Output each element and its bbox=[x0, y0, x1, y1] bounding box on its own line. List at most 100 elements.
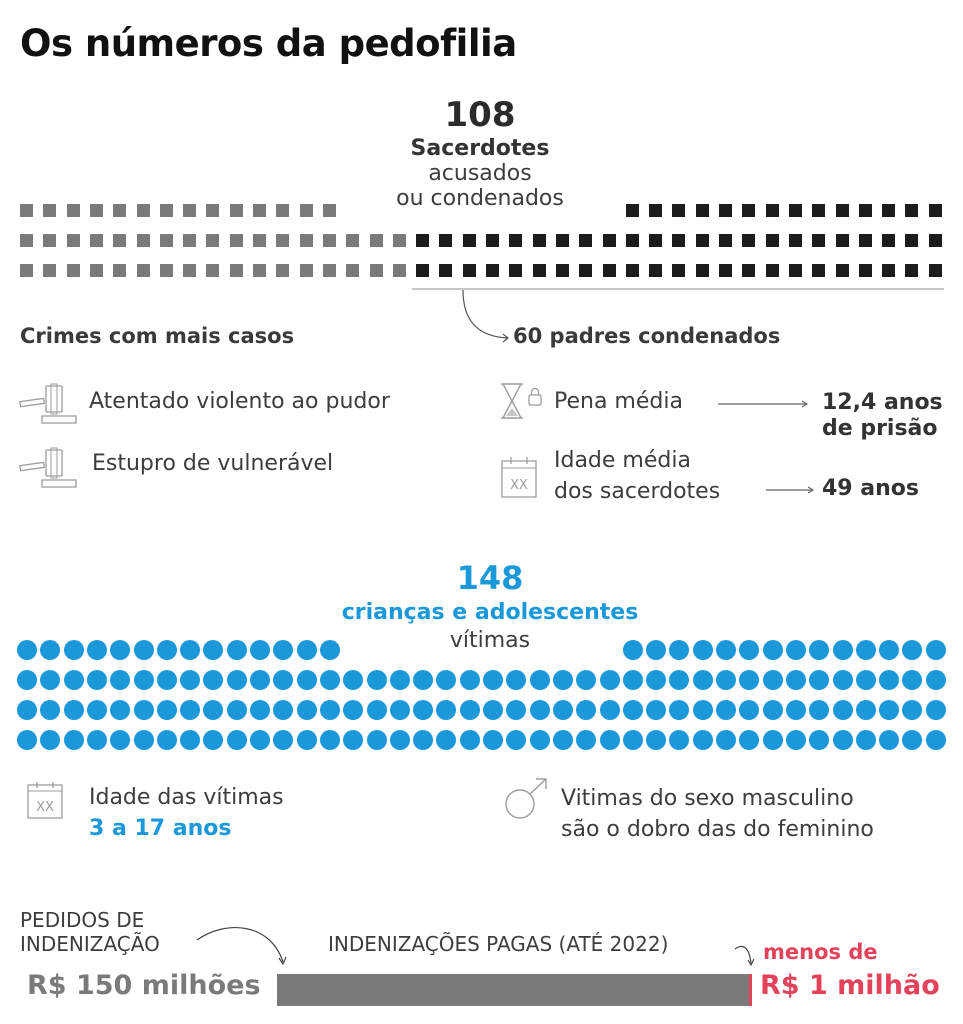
condemned-priest-square bbox=[695, 264, 709, 277]
victim-dot bbox=[855, 640, 876, 660]
page-title: Os números da pedofilia bbox=[20, 22, 517, 65]
condemned-priest-square bbox=[602, 234, 616, 247]
condemned-priest-square bbox=[509, 264, 523, 277]
hourglass-lock-icon bbox=[501, 383, 542, 419]
calendar-xx-icon: XX bbox=[501, 457, 537, 498]
accused-priest-square bbox=[322, 204, 336, 217]
victim-dot bbox=[879, 670, 900, 690]
victims-label: crianças e adolescentes bbox=[341, 600, 639, 625]
victim-dot bbox=[483, 670, 503, 690]
condemned-priest-square bbox=[486, 264, 499, 277]
paid-bar-marker bbox=[749, 974, 752, 1006]
condemned-priest-square bbox=[416, 264, 430, 277]
condemned-priest-square bbox=[719, 204, 732, 217]
accused-priest-square bbox=[206, 264, 220, 277]
victim-dot bbox=[483, 700, 503, 720]
requested-label-line2: INDENIZAÇÃO bbox=[20, 932, 160, 956]
victim-dot bbox=[203, 670, 224, 690]
condemned-priest-square bbox=[672, 204, 686, 217]
victim-dot bbox=[389, 670, 410, 690]
avg-sentence-value-line2: de prisão bbox=[822, 416, 938, 442]
priests-label: Sacerdotes bbox=[410, 136, 550, 161]
condemned-priest-square bbox=[695, 204, 709, 217]
condemned-bracket-line bbox=[412, 288, 944, 290]
victim-dot bbox=[86, 730, 107, 750]
accused-priest-square bbox=[183, 234, 197, 247]
condemned-priest-square bbox=[416, 234, 430, 247]
condemned-priest-square bbox=[462, 264, 476, 277]
accused-priest-square bbox=[136, 204, 150, 217]
requested-label-line1: PEDIDOS DE bbox=[20, 908, 145, 932]
victim-dot bbox=[180, 640, 201, 660]
victim-dot bbox=[180, 730, 201, 750]
accused-priest-square bbox=[229, 204, 243, 217]
victim-dot bbox=[459, 730, 480, 750]
accused-priest-square bbox=[369, 264, 383, 277]
victim-dot bbox=[552, 700, 573, 720]
paid-bar bbox=[277, 974, 749, 1006]
avg-age-label-line2: dos sacerdotes bbox=[554, 478, 721, 504]
gavel-icon bbox=[19, 383, 77, 424]
victim-dot bbox=[203, 730, 224, 750]
condemned-priest-square bbox=[765, 264, 779, 277]
victims-label-line2: vítimas bbox=[449, 628, 531, 653]
accused-priest-square bbox=[159, 264, 173, 277]
accused-priest-square bbox=[159, 204, 173, 217]
victim-dot bbox=[17, 670, 37, 690]
victims-header: 148 crianças e adolescentes vítimas bbox=[300, 562, 680, 653]
condemned-priest-square bbox=[928, 264, 942, 277]
victim-dot bbox=[40, 700, 61, 720]
victim-dot bbox=[436, 700, 457, 720]
condemned-priest-square bbox=[462, 234, 476, 247]
accused-priest-square bbox=[322, 264, 336, 277]
avg-sentence-value-line1: 12,4 anos bbox=[822, 390, 943, 415]
victim-dot bbox=[832, 670, 853, 690]
victim-dot bbox=[879, 730, 900, 750]
victim-dot bbox=[40, 640, 61, 660]
accused-priest-square bbox=[253, 204, 266, 217]
male-symbol-icon bbox=[505, 778, 547, 819]
victim-dot bbox=[436, 730, 457, 750]
victim-dot bbox=[622, 640, 643, 660]
condemned-priest-square bbox=[579, 234, 593, 247]
victim-dot bbox=[902, 670, 923, 690]
condemned-priest-square bbox=[928, 204, 942, 217]
victim-dot bbox=[203, 640, 224, 660]
accused-priest-square bbox=[229, 264, 243, 277]
victim-dot bbox=[809, 730, 830, 750]
priests-label-line2: acusados bbox=[428, 161, 532, 186]
victim-dot bbox=[855, 730, 876, 750]
victim-dot bbox=[133, 700, 154, 720]
victim-dot bbox=[226, 700, 247, 720]
victim-dot bbox=[506, 700, 527, 720]
priests-total: 108 bbox=[444, 95, 516, 135]
victim-dot bbox=[925, 730, 946, 750]
victim-dot bbox=[389, 730, 410, 750]
victim-dot bbox=[902, 730, 923, 750]
victim-dot bbox=[855, 670, 876, 690]
victim-age-label: Idade das vítimas bbox=[89, 785, 284, 810]
victim-dot bbox=[63, 730, 84, 750]
accused-priest-square bbox=[276, 264, 290, 277]
victim-dot bbox=[40, 730, 61, 750]
condemned-priest-square bbox=[765, 234, 779, 247]
victim-dot bbox=[413, 700, 434, 720]
accused-priest-square bbox=[136, 264, 150, 277]
victim-dot bbox=[716, 670, 736, 690]
victim-dot bbox=[296, 670, 317, 690]
victim-dot bbox=[692, 670, 713, 690]
condemned-priest-square bbox=[812, 204, 826, 217]
accused-priest-square bbox=[299, 234, 313, 247]
victim-dot bbox=[762, 700, 783, 720]
accused-priest-square bbox=[66, 234, 80, 247]
accused-priest-square bbox=[206, 234, 220, 247]
victim-dot bbox=[63, 640, 84, 660]
accused-priest-square bbox=[299, 204, 313, 217]
condemned-priest-square bbox=[835, 234, 849, 247]
accused-priest-square bbox=[113, 264, 127, 277]
arrow-right-icon bbox=[718, 400, 809, 408]
accused-priest-square bbox=[43, 234, 57, 247]
curved-arrow-icon bbox=[734, 945, 755, 967]
gavel-icon bbox=[19, 447, 77, 488]
victim-dot bbox=[529, 670, 550, 690]
